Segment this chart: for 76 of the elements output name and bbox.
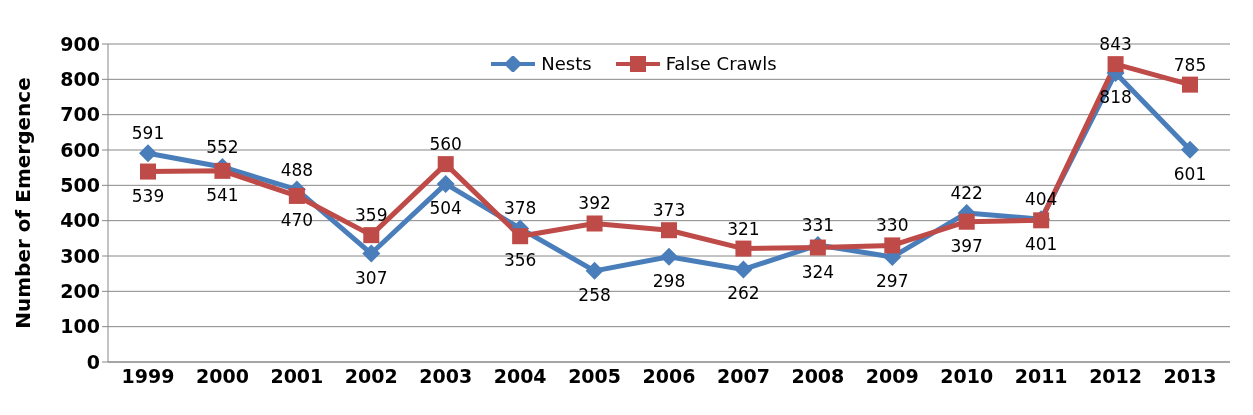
data-label: 378 [503,198,537,219]
data-label: 785 [1173,54,1207,75]
x-tick-label: 2009 [865,365,919,388]
data-label: 504 [429,197,462,218]
x-tick-label: 2013 [1163,365,1217,388]
point [1181,140,1199,159]
x-tick-label: 2008 [791,365,845,388]
data-label: 258 [578,284,611,305]
point [661,222,677,239]
x-tick-label: 2004 [493,365,547,388]
point [958,213,975,230]
y-tick-label: 800 [60,68,100,91]
data-label: 397 [950,235,983,256]
data-label: 359 [355,205,388,226]
data-label: 539 [131,185,165,206]
legend-label: False Crawls [665,53,777,74]
x-tick-label: 2012 [1089,365,1143,388]
point [139,144,157,163]
y-tick-label: 400 [60,209,100,232]
point [734,260,753,279]
data-label: 843 [1099,34,1132,55]
point [363,227,380,244]
legend-label: Nests [541,53,592,74]
x-tick-label: 2010 [940,365,994,388]
y-tick-label: 100 [60,315,100,338]
point [288,187,305,204]
data-label: 356 [503,250,537,271]
x-tick-label: 2006 [642,365,696,388]
x-tick-label: 2011 [1014,365,1068,388]
y-tick-label: 300 [60,244,100,267]
point [436,174,455,193]
data-label: 321 [727,218,760,239]
point [586,215,603,232]
data-label: 401 [1024,234,1058,255]
point [140,163,156,180]
x-tick-label: 2000 [195,365,249,388]
point [1107,56,1124,73]
point [214,162,231,179]
data-label: 470 [280,209,314,230]
y-tick-label: 900 [60,32,100,55]
data-label: 541 [206,184,239,205]
x-tick-label: 2003 [419,365,473,388]
x-tick-label: 2007 [716,365,770,388]
point [660,247,678,266]
data-label: 552 [206,136,239,157]
x-tick-label: 1999 [121,365,175,388]
data-label: 591 [131,123,165,144]
y-axis-title: Number of Emergence [11,77,36,329]
y-tick-label: 500 [60,174,100,197]
data-label: 373 [652,200,686,221]
data-label: 488 [280,159,314,180]
point [362,244,381,263]
y-tick-label: 0 [86,350,100,373]
data-label: 560 [429,134,462,155]
point [437,156,454,173]
x-tick-label: 2001 [270,365,324,388]
data-label: 330 [876,215,909,236]
x-tick-label: 2005 [568,365,622,388]
data-label: 298 [652,270,686,291]
y-tick-label: 600 [60,138,100,161]
point [512,228,529,245]
data-label: 297 [876,271,909,292]
data-label: 331 [801,215,835,236]
point [735,240,752,257]
point [1182,76,1198,93]
y-tick-label: 700 [60,103,100,126]
data-label: 262 [727,283,760,304]
data-label: 601 [1173,163,1207,184]
data-label: 422 [950,182,983,203]
data-label: 392 [578,193,611,214]
data-label: 307 [355,267,388,288]
data-label: 324 [801,261,835,282]
x-tick-label: 2002 [344,365,398,388]
y-tick-label: 200 [60,280,100,303]
point [585,261,604,280]
point [884,237,901,254]
